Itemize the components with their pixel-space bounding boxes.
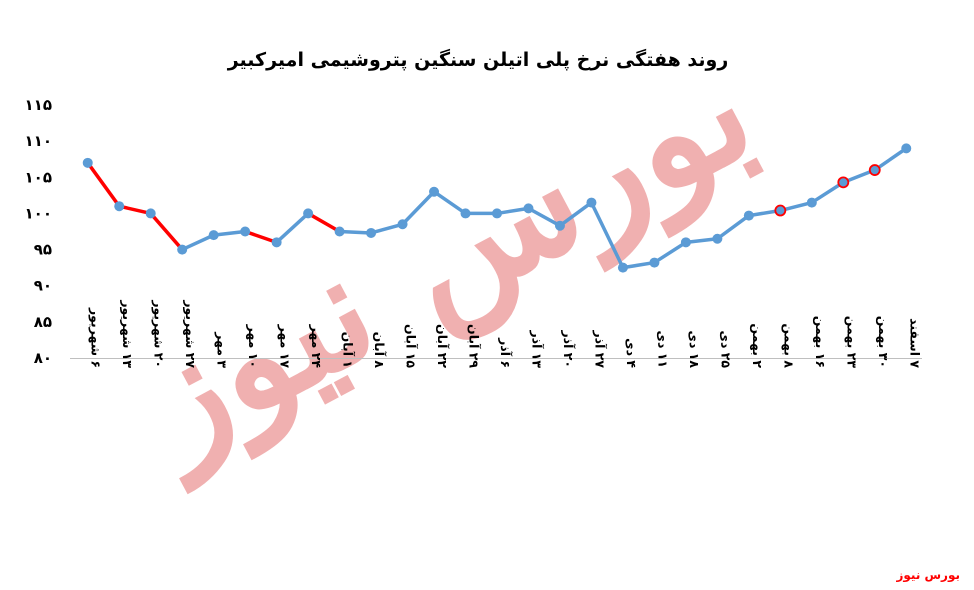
y-tick-label: ۹۰: [34, 277, 52, 295]
x-tick-label: ۲ بهمن: [750, 323, 765, 368]
watermark-text: بورس نیوز: [103, 21, 781, 495]
x-tick-label: ۲۴ مهر: [309, 324, 324, 369]
data-point: [649, 257, 660, 268]
chart-title: روند هفتگی نرخ پلی اتیلن سنگین پتروشیمی …: [227, 48, 729, 71]
y-tick-label: ۸۵: [34, 313, 52, 331]
data-point: [743, 210, 754, 221]
data-point: [868, 164, 881, 176]
data-point: [303, 208, 314, 219]
x-tick-label: ۱۵ آبان: [404, 324, 419, 368]
line-segment: [400, 189, 436, 227]
x-tick-label: ۱۳ شهریور: [120, 299, 135, 368]
data-point: [712, 233, 723, 244]
x-tick-label: ۲۳ بهمن: [844, 316, 859, 369]
line-segment: [148, 211, 184, 252]
line-segment: [810, 180, 846, 205]
x-tick-label: ۳ مهر: [215, 331, 230, 368]
x-tick-label: ۱۸ دی: [687, 331, 702, 369]
x-tick-label: ۸ بهمن: [781, 323, 796, 368]
data-point: [774, 204, 787, 217]
line-segment: [526, 206, 562, 228]
line-segment: [621, 260, 657, 270]
y-tick-label: ۱۱۰: [25, 132, 52, 150]
line-segment: [684, 236, 720, 245]
x-tick-label: ۱ آبان: [341, 332, 356, 368]
line-segment: [306, 211, 342, 234]
line-segment: [243, 229, 279, 245]
y-tick-label: ۱۱۵: [25, 96, 52, 114]
x-tick-label: ۲۹ آبان: [467, 324, 482, 368]
line-segment: [369, 222, 405, 235]
data-point: [429, 186, 440, 197]
data-point: [837, 176, 850, 189]
y-tick-label: ۱۰۰: [25, 204, 52, 222]
x-tick-label: ۱۷ مهر: [278, 324, 293, 369]
data-point: [208, 230, 219, 241]
x-tick-label: ۲۷ شهریور: [183, 299, 198, 368]
x-tick-label: ۱۳ آذر: [529, 329, 544, 368]
x-tick-label: ۳۰ بهمن: [876, 316, 891, 368]
line-segment: [180, 233, 216, 252]
data-point: [806, 197, 817, 208]
data-point: [586, 197, 597, 208]
data-point: [460, 208, 471, 219]
data-point: [334, 226, 345, 237]
x-tick-label: ۶ آذر: [498, 337, 513, 368]
data-point: [617, 262, 628, 273]
x-axis: ۶ شهریور ۱۳ شهریور ۲۰ شهریور ۲۷ شهریور ۳ مهر…: [89, 299, 923, 368]
line-segment: [117, 204, 153, 216]
data-point: [240, 226, 251, 237]
watermark: بورس نیوز: [103, 21, 781, 495]
data-point: [177, 244, 188, 255]
x-tick-label: ۶ شهریور: [89, 307, 104, 368]
line-segment: [274, 211, 310, 245]
x-tick-label: ۲۷ آذر: [592, 329, 607, 368]
x-tick-label: ۷ اسفند: [907, 318, 922, 368]
x-tick-label: ۸ آبان: [372, 332, 387, 369]
series-points: [82, 143, 912, 273]
line-segment: [495, 206, 531, 216]
data-point: [366, 227, 377, 238]
data-point: [397, 219, 408, 230]
line-segment: [432, 189, 468, 216]
x-tick-label: ۱۰ مهر: [246, 324, 261, 368]
data-point: [492, 208, 502, 219]
data-point: [680, 237, 691, 248]
data-point: [271, 237, 282, 248]
data-point: [82, 157, 93, 168]
line-segment: [85, 161, 121, 208]
x-tick-label: ۱۱ دی: [655, 331, 670, 369]
x-tick-label: ۲۵ دی: [718, 331, 733, 369]
data-point: [901, 143, 912, 154]
line-segment: [589, 200, 625, 270]
line-segment: [715, 213, 751, 241]
y-tick-label: ۱۰۵: [25, 168, 52, 186]
line-segment: [211, 229, 247, 237]
line-segment: [337, 229, 373, 235]
y-axis: ۱۱۵ ۱۱۰ ۱۰۵ ۱۰۰ ۹۵ ۹۰ ۸۵ ۸۰: [25, 96, 52, 367]
brand-label: بورس نیوز: [896, 568, 960, 582]
x-tick-label: ۲۰ شهریور: [152, 299, 167, 368]
data-point: [114, 201, 125, 212]
line-segment: [558, 200, 594, 228]
x-tick-label: ۱۶ بهمن: [813, 316, 828, 368]
y-tick-label: ۸۰: [34, 349, 52, 367]
line-segment: [873, 146, 909, 172]
data-point: [554, 220, 565, 231]
x-tick-label: ۲۲ آبان: [435, 324, 450, 368]
x-tick-label: ۴ دی: [624, 338, 639, 368]
x-tick-label: ۲۰ آذر: [561, 329, 576, 368]
line-segment: [652, 240, 688, 265]
data-point: [145, 208, 156, 219]
y-tick-label: ۹۵: [34, 241, 52, 259]
data-point: [523, 203, 534, 214]
